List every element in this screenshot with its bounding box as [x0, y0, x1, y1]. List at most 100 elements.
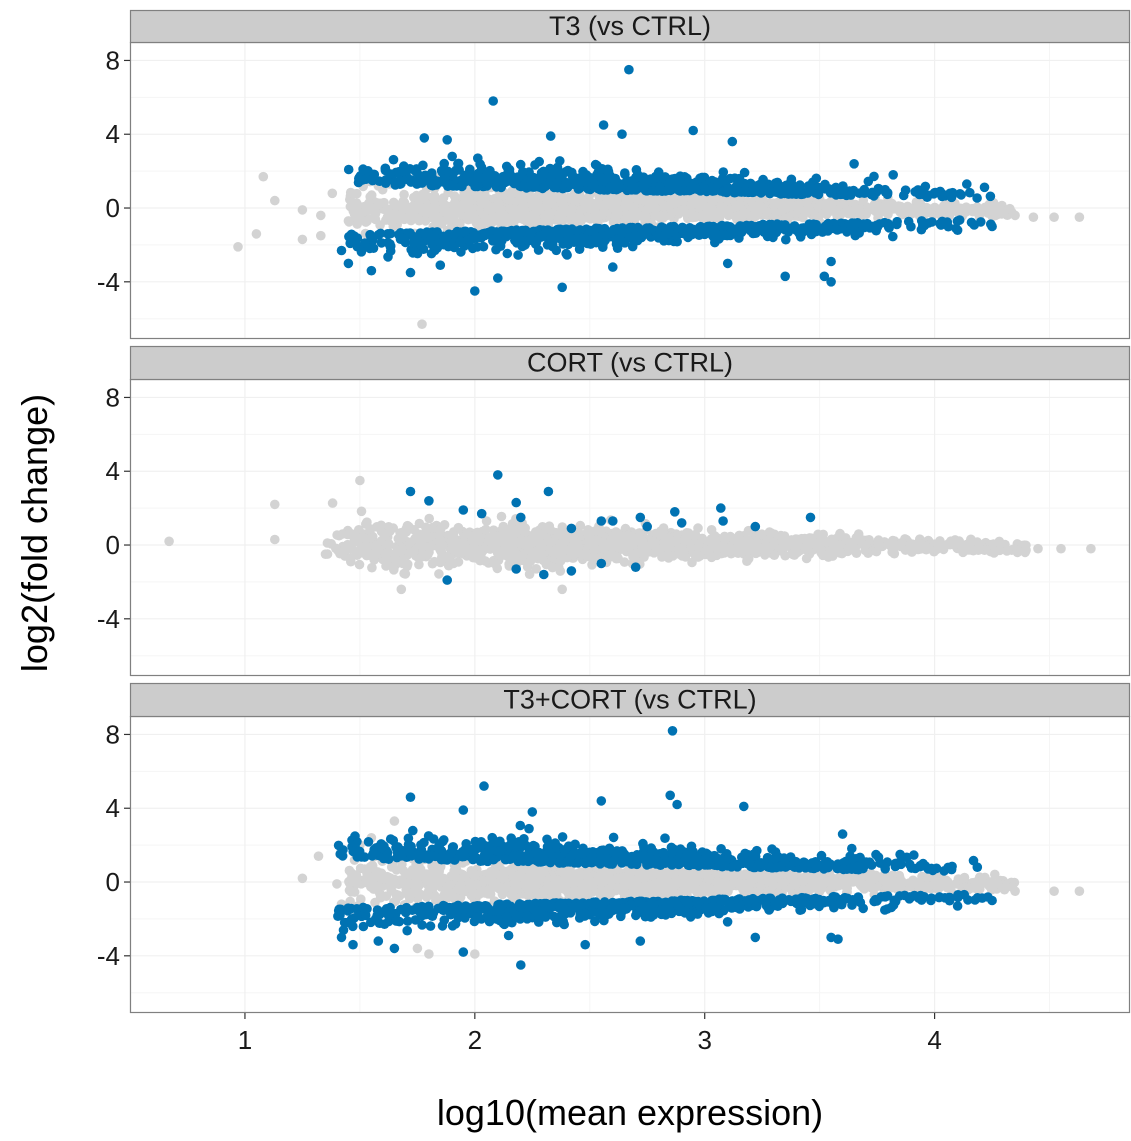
not-significant-point — [389, 565, 399, 575]
not-significant-point — [270, 534, 280, 545]
not-significant-point — [481, 524, 491, 535]
not-significant-point — [581, 548, 591, 558]
significant-point — [888, 170, 898, 180]
not-significant-point — [923, 207, 934, 218]
facet-strip-title: T3 (vs CTRL) — [549, 11, 711, 41]
significant-point — [457, 181, 467, 191]
significant-point — [778, 223, 789, 233]
not-significant-point — [612, 210, 622, 220]
not-significant-point — [586, 202, 597, 212]
not-significant-point — [753, 542, 763, 553]
not-significant-point — [564, 545, 574, 556]
not-significant-point — [628, 551, 638, 562]
significant-point — [478, 241, 489, 252]
not-significant-point — [707, 196, 718, 207]
significant-point — [496, 226, 507, 236]
not-significant-point — [316, 210, 326, 221]
not-significant-point — [619, 557, 630, 567]
not-significant-point — [538, 555, 549, 566]
significant-point — [952, 216, 963, 226]
significant-point — [945, 188, 955, 199]
not-significant-point — [414, 559, 424, 570]
significant-point — [823, 218, 833, 229]
not-significant-point — [436, 219, 447, 229]
not-significant-point — [796, 533, 807, 544]
significant-point — [806, 183, 816, 193]
y-tick-label: -4 — [97, 267, 120, 297]
not-significant-point — [908, 540, 918, 550]
significant-point — [707, 230, 717, 240]
not-significant-point — [345, 187, 356, 198]
not-significant-point — [974, 205, 984, 215]
significant-point — [632, 233, 643, 243]
significant-point — [930, 187, 941, 198]
not-significant-point — [916, 543, 927, 553]
not-significant-point — [327, 498, 338, 508]
significant-point — [422, 227, 432, 237]
significant-point — [779, 186, 789, 197]
y-tick-label: 0 — [106, 193, 120, 223]
significant-point — [483, 227, 494, 238]
not-significant-point — [835, 548, 845, 558]
significant-point — [688, 182, 698, 193]
not-significant-point — [398, 196, 409, 206]
significant-point — [979, 182, 990, 193]
not-significant-point — [475, 193, 486, 203]
significant-point — [837, 189, 848, 199]
significant-point — [758, 223, 769, 233]
significant-point — [635, 512, 646, 523]
significant-point — [648, 174, 658, 184]
significant-point — [596, 558, 607, 569]
significant-point — [765, 184, 776, 195]
not-significant-point — [322, 538, 333, 548]
not-significant-point — [839, 199, 849, 209]
not-significant-point — [461, 529, 472, 539]
not-significant-point — [429, 194, 440, 204]
not-significant-point — [510, 214, 521, 225]
significant-point — [589, 181, 599, 192]
not-significant-point — [776, 543, 786, 554]
significant-point — [488, 96, 499, 106]
significant-point — [669, 175, 679, 186]
not-significant-point — [331, 543, 341, 554]
significant-point — [419, 133, 430, 143]
not-significant-point — [897, 538, 907, 548]
not-significant-point — [924, 543, 935, 554]
significant-point — [558, 227, 568, 238]
significant-point — [511, 497, 521, 508]
significant-point — [730, 173, 740, 183]
not-significant-point — [316, 230, 326, 241]
y-tick-label: 4 — [106, 119, 120, 149]
significant-point — [883, 218, 893, 229]
significant-point — [892, 216, 902, 227]
not-significant-point — [780, 550, 790, 561]
facet-panel-2: CORT (vs CTRL)840-4 — [97, 345, 1131, 677]
not-significant-point — [651, 545, 661, 555]
not-significant-point — [769, 550, 780, 560]
not-significant-point — [668, 551, 678, 561]
significant-point — [826, 256, 836, 267]
y-tick-label: -4 — [97, 604, 120, 634]
not-significant-point — [777, 535, 788, 546]
significant-point — [743, 187, 753, 197]
significant-point — [955, 189, 965, 199]
not-significant-point — [693, 523, 703, 533]
significant-point — [511, 564, 521, 574]
significant-point — [385, 246, 396, 256]
significant-point — [722, 186, 733, 196]
significant-point — [537, 171, 548, 181]
not-significant-point — [543, 536, 554, 546]
significant-point — [589, 225, 600, 236]
significant-point — [476, 508, 487, 519]
significant-point — [976, 217, 986, 227]
not-significant-point — [1086, 543, 1096, 554]
significant-point — [412, 248, 423, 259]
not-significant-point — [657, 552, 667, 562]
not-significant-point — [483, 535, 494, 546]
significant-point — [846, 221, 856, 231]
significant-point — [336, 245, 347, 256]
not-significant-point — [556, 213, 566, 224]
significant-point — [354, 173, 364, 184]
not-significant-point — [420, 198, 431, 209]
not-significant-point — [396, 584, 407, 595]
